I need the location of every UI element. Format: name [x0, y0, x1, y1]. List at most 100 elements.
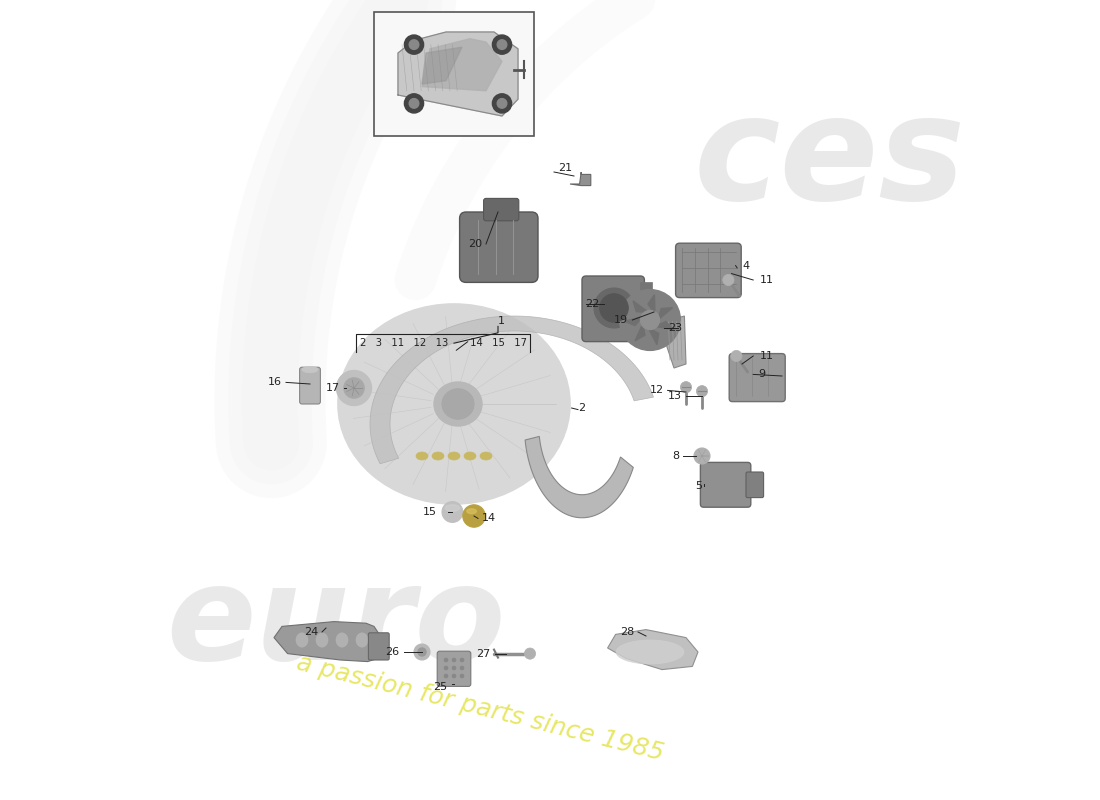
Circle shape [461, 658, 463, 662]
Circle shape [723, 274, 734, 286]
Ellipse shape [296, 633, 308, 647]
Text: 14: 14 [482, 514, 496, 523]
Text: 4: 4 [742, 261, 749, 270]
Circle shape [405, 94, 424, 113]
Circle shape [405, 35, 424, 54]
Bar [374, 12, 534, 136]
Ellipse shape [480, 452, 492, 460]
Polygon shape [632, 301, 648, 312]
Ellipse shape [466, 509, 476, 514]
Ellipse shape [442, 389, 474, 419]
Polygon shape [422, 38, 502, 91]
FancyBboxPatch shape [701, 462, 751, 507]
Ellipse shape [434, 382, 482, 426]
Text: 17: 17 [327, 383, 340, 393]
Bar [640, 282, 652, 294]
FancyBboxPatch shape [437, 651, 471, 686]
Ellipse shape [338, 304, 570, 504]
Circle shape [452, 666, 455, 670]
Circle shape [444, 658, 448, 662]
Text: 11: 11 [760, 351, 773, 361]
Polygon shape [658, 308, 672, 320]
Text: 24: 24 [304, 627, 318, 637]
Text: 21: 21 [558, 163, 572, 173]
Circle shape [696, 386, 707, 397]
Text: 25: 25 [433, 682, 448, 692]
FancyBboxPatch shape [675, 243, 741, 298]
Polygon shape [274, 622, 384, 662]
Text: 1: 1 [498, 317, 505, 326]
Text: ces: ces [694, 90, 966, 230]
Circle shape [619, 290, 681, 350]
Bar [640, 323, 652, 336]
Ellipse shape [446, 505, 460, 511]
Text: 13: 13 [668, 391, 682, 401]
Text: 11: 11 [760, 275, 773, 285]
Circle shape [444, 666, 448, 670]
FancyBboxPatch shape [299, 367, 320, 404]
Text: 2   3   11   12   13       14   15   17: 2 3 11 12 13 14 15 17 [360, 338, 527, 348]
Text: 15: 15 [422, 507, 437, 517]
Circle shape [442, 502, 463, 522]
Ellipse shape [302, 366, 318, 373]
Text: 22: 22 [585, 299, 600, 309]
Circle shape [640, 310, 660, 330]
Text: 20: 20 [468, 239, 482, 249]
Polygon shape [635, 323, 645, 341]
FancyBboxPatch shape [368, 633, 389, 660]
Circle shape [461, 674, 463, 678]
Circle shape [497, 98, 507, 108]
Polygon shape [666, 316, 686, 368]
Ellipse shape [336, 633, 348, 647]
Circle shape [730, 350, 743, 362]
Text: 12: 12 [649, 386, 663, 395]
Circle shape [493, 94, 512, 113]
Polygon shape [648, 294, 654, 314]
Ellipse shape [464, 452, 476, 460]
Ellipse shape [616, 640, 684, 664]
Text: 16: 16 [268, 378, 282, 387]
Polygon shape [648, 328, 659, 345]
Polygon shape [607, 630, 698, 670]
Text: 23: 23 [669, 323, 682, 333]
Circle shape [418, 648, 426, 656]
Polygon shape [654, 322, 673, 330]
Circle shape [409, 98, 419, 108]
FancyBboxPatch shape [729, 354, 785, 402]
FancyBboxPatch shape [460, 212, 538, 282]
Circle shape [681, 382, 692, 393]
Ellipse shape [432, 452, 444, 460]
Circle shape [409, 40, 419, 50]
Polygon shape [422, 47, 462, 84]
Circle shape [463, 505, 485, 527]
FancyBboxPatch shape [582, 276, 645, 342]
Ellipse shape [448, 452, 460, 460]
Polygon shape [398, 32, 518, 116]
Circle shape [525, 648, 536, 659]
Circle shape [493, 35, 512, 54]
Polygon shape [625, 317, 642, 326]
Circle shape [444, 674, 448, 678]
Circle shape [600, 294, 628, 322]
Text: a passion for parts since 1985: a passion for parts since 1985 [294, 650, 667, 766]
Text: 26: 26 [385, 647, 399, 657]
Polygon shape [570, 172, 591, 186]
Text: 27: 27 [476, 649, 491, 658]
Text: 5: 5 [695, 481, 702, 490]
Polygon shape [370, 316, 653, 464]
Circle shape [497, 40, 507, 50]
Circle shape [694, 448, 710, 464]
Ellipse shape [356, 633, 369, 647]
Circle shape [414, 644, 430, 660]
FancyBboxPatch shape [746, 472, 763, 498]
Text: 9: 9 [758, 370, 766, 379]
Text: euro: euro [166, 561, 505, 687]
Text: 19: 19 [614, 315, 628, 325]
Circle shape [337, 370, 372, 406]
Circle shape [461, 666, 463, 670]
Circle shape [452, 658, 455, 662]
Polygon shape [525, 437, 634, 518]
Text: 2: 2 [578, 403, 585, 413]
FancyBboxPatch shape [484, 198, 519, 221]
Text: 28: 28 [619, 627, 634, 637]
